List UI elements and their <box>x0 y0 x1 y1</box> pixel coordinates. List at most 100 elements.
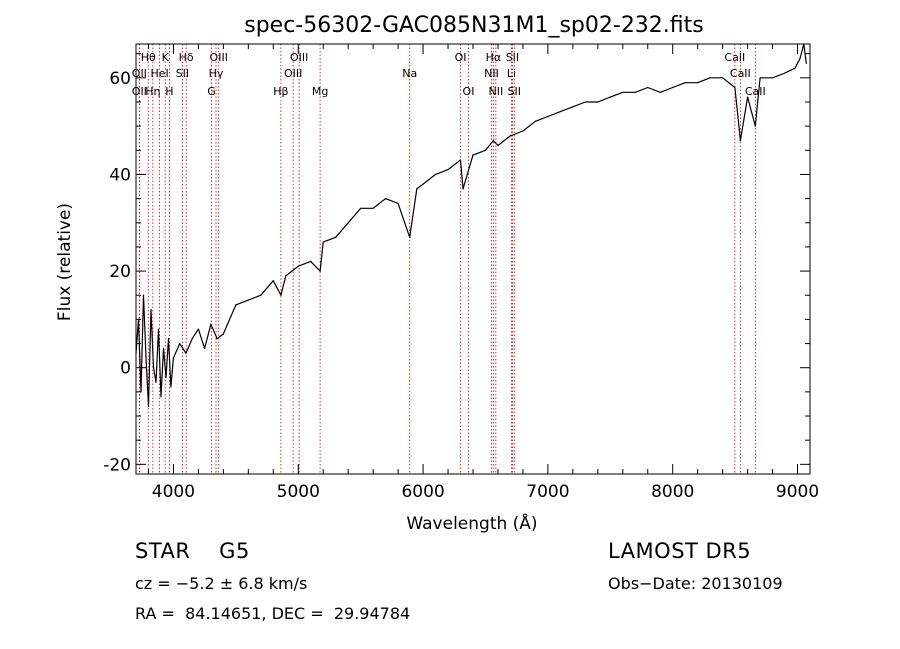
spectrum-point <box>347 222 349 224</box>
spectrum-point <box>191 338 193 340</box>
spectral-line-label: Na <box>402 67 417 80</box>
spectral-line-label: OI <box>455 51 467 64</box>
spectral-line-label: H <box>165 85 173 98</box>
chart-title: spec-56302-GAC085N31M1_sp02-232.fits <box>244 13 704 38</box>
spectrum-point <box>472 154 474 156</box>
spectrum-point <box>272 280 274 282</box>
spectrum-point <box>794 67 796 69</box>
spectrum-point <box>754 125 756 127</box>
spectral-line-label: NII <box>488 85 503 98</box>
coordinates: RA = 84.14651, DEC = 29.94784 <box>135 604 411 623</box>
x-tick-label: 4000 <box>152 482 195 502</box>
spectrum-point <box>229 318 231 320</box>
spectrum-point <box>152 367 155 369</box>
spectrum-point <box>216 338 218 340</box>
spectrum-point <box>497 144 499 147</box>
spectral-line-label: CaII <box>730 67 751 80</box>
spectrum-point <box>659 91 661 93</box>
spectrum-point <box>672 86 674 89</box>
x-tick-label: 9000 <box>776 482 819 502</box>
x-tick-label: 6000 <box>401 482 444 502</box>
x-axis-label: Wavelength (Å) <box>406 512 537 534</box>
plot-frame <box>135 43 811 475</box>
spectral-line-label: G <box>207 85 216 98</box>
spectral-line-label: CaII <box>724 51 745 64</box>
spectrum-point <box>165 376 167 378</box>
spectrum-point <box>372 207 374 209</box>
observation-date: Obs−Date: 20130109 <box>608 574 783 593</box>
spectrum-series <box>135 43 807 407</box>
spectrum-point <box>609 96 611 98</box>
spectrum-point <box>784 72 786 74</box>
spectral-line-label: OIII <box>210 51 228 64</box>
spectrum-point <box>285 275 287 277</box>
spectrum-point <box>172 357 174 359</box>
spectrum-point <box>280 294 282 296</box>
redshift-velocity: cz = −5.2 ± 6.8 km/s <box>135 574 308 593</box>
spectrum-point <box>447 169 449 171</box>
spectrum-point <box>310 260 312 262</box>
spectrum-point <box>204 347 206 349</box>
spectrum-point <box>167 338 170 340</box>
spectral-line-label: CaII <box>745 85 766 98</box>
spectrum-point <box>297 265 299 267</box>
spectrum-point <box>647 86 649 89</box>
spectral-line-label: SII <box>506 51 519 64</box>
spectrum-point <box>409 236 411 238</box>
spectrum-point <box>157 328 160 330</box>
plot-axes: 4000 5000 6000 7000 8000 9000 -20 0 20 40 60 <box>103 43 819 502</box>
spectrum-point <box>422 183 424 185</box>
y-tick-label: -20 <box>103 455 131 475</box>
spectral-line-label: Hδ <box>179 51 194 64</box>
spectrum-point <box>709 77 711 79</box>
spectrum-point <box>559 111 562 113</box>
x-tick-label: 5000 <box>277 482 320 502</box>
spectrum-point <box>547 115 549 118</box>
spectrum-point <box>772 77 774 79</box>
y-tick-label: 40 <box>109 165 131 185</box>
spectral-line-label: SII <box>508 85 521 98</box>
x-tick-label: 8000 <box>651 482 694 502</box>
spectrum-point <box>522 130 524 132</box>
spectrum-point <box>572 106 574 108</box>
spectrum-point <box>247 299 249 301</box>
spectral-line-label: OIII <box>284 67 302 80</box>
spectrum-point <box>235 304 237 306</box>
spectrum-point <box>360 207 362 209</box>
spectral-line-label: Hβ <box>273 85 288 98</box>
y-tick-label: 20 <box>109 262 131 282</box>
spectrum-point <box>534 120 537 122</box>
spectral-line-label: OIII <box>290 51 308 64</box>
spectrum-point <box>147 405 150 407</box>
spectrum-point <box>484 149 487 151</box>
spectrum-point <box>747 96 749 98</box>
spectrum-point <box>179 343 181 345</box>
spectral-line-label: Hη <box>145 85 160 98</box>
spectrum-point <box>799 57 801 60</box>
spectral-line-label: SII <box>176 67 189 80</box>
spectrum-point <box>210 323 212 325</box>
spectrum-point <box>185 352 187 354</box>
spectrum-point <box>145 357 147 359</box>
spectrum-point <box>697 82 699 84</box>
spectrum-point <box>142 294 145 296</box>
spectrum-point <box>805 62 807 64</box>
spectrum-line <box>135 43 807 407</box>
spectrum-point <box>397 202 399 204</box>
spectral-line-label: Hγ <box>209 67 224 80</box>
spectrum-point <box>385 198 387 200</box>
spectral-line-label: Hα <box>486 51 502 64</box>
spectral-line-label: NII <box>484 67 499 80</box>
spectrum-point <box>459 159 462 161</box>
spectrum-point <box>435 173 437 175</box>
spectrum-point <box>622 91 624 93</box>
spectral-line-label: OI <box>463 85 475 98</box>
spectrum-point <box>197 328 199 330</box>
spectrum-point <box>322 241 324 243</box>
y-tick-label: 60 <box>109 69 131 89</box>
y-tick-label: 0 <box>120 359 131 379</box>
object-class: STAR G5 <box>135 539 250 563</box>
spectrum-point <box>170 386 172 388</box>
